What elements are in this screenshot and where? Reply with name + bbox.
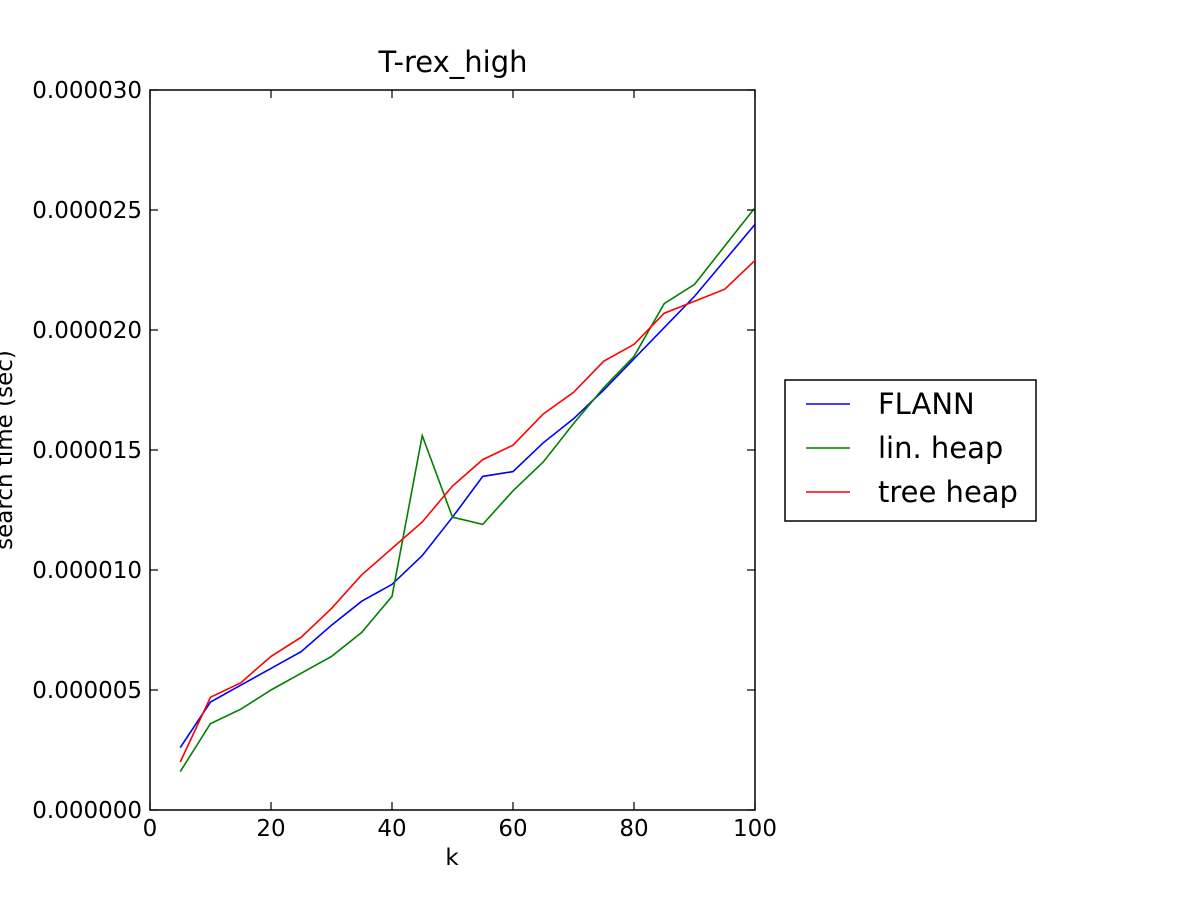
tick-layer: 0 20 40 60 80 100 0.000000 0.000005 0.000010 0.00… [32,78,777,842]
series-line-lin-heap [179,207,756,773]
series-line-flann [179,223,756,749]
x-tick-label: 100 [733,816,777,842]
y-tick-label: 0.000000 [32,798,142,824]
x-axis-label: k [445,845,459,871]
plot-frame [149,89,756,811]
y-tick-label: 0.000015 [32,438,142,464]
plot-area: 0 20 40 60 80 100 0.000000 0.000005 0.000010 0.00… [32,78,777,842]
legend-label-flann: FLANN [878,387,975,421]
chart-title: T-rex_high [377,45,527,79]
x-tick-label: 40 [377,816,406,842]
y-axis-label: search time (sec) [0,350,18,550]
y-tick-label: 0.000025 [32,198,142,224]
legend-entries: FLANN lin. heap tree heap [806,387,1018,509]
series-layer [179,207,756,773]
x-tick-label: 0 [143,816,158,842]
x-tick-label: 60 [498,816,527,842]
x-tick-label: 20 [256,816,285,842]
legend-label-tree-heap: tree heap [878,475,1018,509]
legend: FLANN lin. heap tree heap [784,379,1037,522]
y-tick-label: 0.000020 [32,318,142,344]
x-tick-label: 80 [619,816,648,842]
y-tick-label: 0.000030 [32,78,142,104]
y-tick-label: 0.000005 [32,678,142,704]
y-tick-label: 0.000010 [32,558,142,584]
series-line-tree-heap [179,259,756,763]
legend-label-lin-heap: lin. heap [878,431,1003,465]
